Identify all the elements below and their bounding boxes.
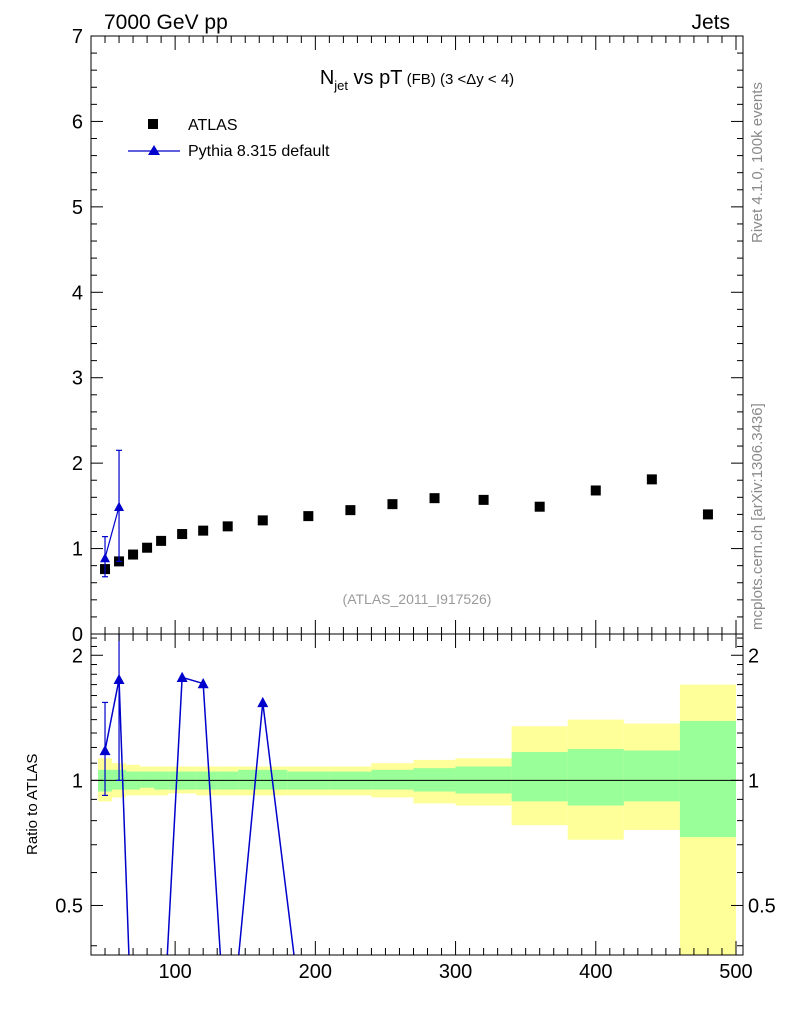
pythia-line [104, 506, 120, 559]
atlas-point-15 [590, 485, 601, 496]
atlas-point-3 [142, 542, 153, 553]
energy-label: 7000 GeV pp [104, 11, 228, 34]
atlas-point-4 [156, 535, 167, 546]
legend-pythia-marker [148, 145, 160, 155]
band-green-8 [238, 769, 288, 790]
process-label: Jets [691, 11, 730, 34]
pythia-series [100, 449, 125, 578]
ratio-ytick-label-right-2: 2 [748, 645, 759, 667]
band-green-3 [140, 771, 155, 788]
main-ytick-label-3: 3 [72, 368, 83, 390]
ratio-frame [90, 633, 744, 956]
atlas-point-7 [222, 521, 233, 532]
atlas-point-8 [257, 515, 268, 526]
atlas-point-9 [303, 511, 314, 522]
atlas-point-2 [128, 549, 139, 560]
ratio-pythia-point-8 [257, 696, 269, 708]
ratio-xtick-label-2: 300 [439, 961, 472, 983]
legend-atlas-marker [148, 119, 158, 129]
rivet-label: Rivet 4.1.0, 100k events [749, 82, 766, 243]
ratio-pythia-point-6 [197, 678, 209, 689]
main-ytick-label-0: 0 [72, 624, 83, 646]
band-green-11 [371, 769, 414, 790]
atlas-point-17 [702, 509, 713, 520]
plot-title: Njet vs pT (FB) (3 <Δy < 4) [320, 67, 514, 93]
ratio-ytick-label-left-2: 2 [72, 645, 83, 667]
main-ytick-label-1: 1 [72, 539, 83, 561]
atlas-point-10 [345, 505, 356, 516]
pythia-point-1 [114, 501, 125, 511]
ratio-bands [98, 684, 736, 955]
ratio-ytick-label-right-0: 0.5 [748, 895, 776, 917]
atlas-point-16 [646, 474, 657, 485]
band-green-16 [623, 750, 680, 802]
legend-atlas-label: ATLAS [188, 117, 238, 134]
atlas-point-12 [429, 493, 440, 504]
axes: 0 1 2 3 4 5 6 7 100 200 300 400 500 0.5 0.5 1 1 2 2 [55, 26, 776, 983]
ratio-ytick-label-left-1: 1 [72, 770, 83, 792]
ratio-pythia-point-0 [99, 744, 111, 756]
ratio-ylabel: Ratio to ATLAS [24, 754, 41, 855]
main-ytick-label-7: 7 [72, 26, 83, 48]
ratio-pythia-point-5 [176, 671, 188, 682]
atlas-series [100, 474, 713, 575]
analysis-tag: (ATLAS_2011_I917526) [343, 591, 492, 607]
ratio-xtick-label-0: 100 [158, 961, 191, 983]
band-green-15 [567, 748, 624, 806]
ratio-xtick-label-3: 400 [579, 961, 612, 983]
ratio-ytick-label-left-0: 0.5 [55, 895, 83, 917]
atlas-point-5 [177, 529, 188, 540]
legend: ATLAS Pythia 8.315 default [128, 117, 330, 160]
atlas-point-11 [387, 499, 398, 510]
ratio-xtick-label-4: 500 [719, 961, 752, 983]
ratio-pythia-line [104, 676, 295, 955]
atlas-point-13 [478, 494, 489, 505]
main-ytick-label-4: 4 [72, 282, 83, 304]
ratio-pythia-point-1 [113, 673, 125, 685]
main-ytick-label-6: 6 [72, 111, 83, 133]
atlas-point-6 [198, 525, 209, 536]
legend-pythia-label: Pythia 8.315 default [188, 143, 330, 160]
band-green-14 [511, 752, 568, 802]
pythia-point-0 [100, 552, 111, 563]
atlas-point-14 [534, 501, 545, 512]
main-ytick-label-2: 2 [72, 453, 83, 475]
mcplots-label: mcplots.cern.ch [arXiv:1306.3436] [749, 403, 766, 630]
ratio-pythia-series [99, 634, 295, 955]
ratio-xtick-label-1: 200 [299, 961, 332, 983]
band-green-17 [679, 720, 736, 838]
ratio-ytick-label-right-1: 1 [748, 770, 759, 792]
main-ytick-label-5: 5 [72, 197, 83, 219]
band-green-12 [413, 768, 456, 792]
